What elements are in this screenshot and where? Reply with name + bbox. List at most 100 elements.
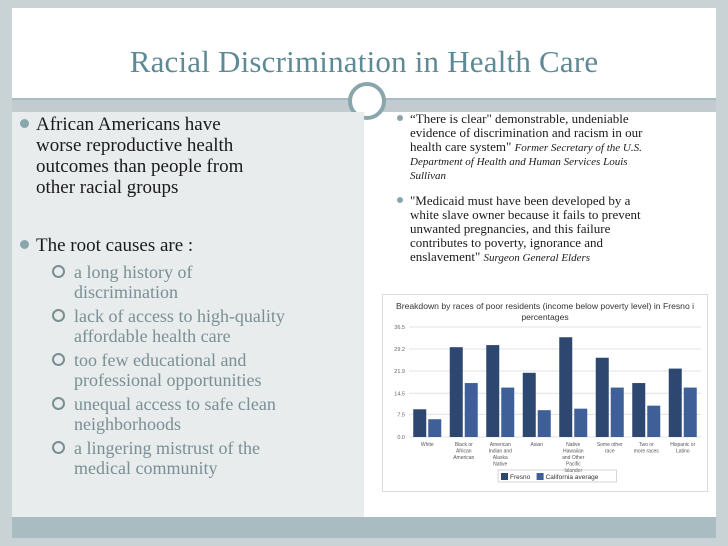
sub-item-line: medical community <box>74 458 218 478</box>
x-tick-label: race <box>605 449 615 455</box>
poverty-bar-chart: Breakdown by races of poor residents (in… <box>382 294 708 492</box>
bullet-dot-icon <box>397 197 403 203</box>
bar-california-average <box>683 387 697 437</box>
sub-item: unequal access to safe clean neighborhoo… <box>52 394 276 434</box>
bar-fresno <box>668 368 682 437</box>
legend-box <box>497 469 617 483</box>
x-tick-label: Some other <box>597 442 623 448</box>
x-tick-label: Latino <box>676 449 690 455</box>
x-tick-label: Native <box>566 442 580 448</box>
bar-california-average <box>501 387 515 437</box>
chart-title: Breakdown by races of poor residents (in… <box>396 301 694 311</box>
legend-swatch <box>536 473 544 480</box>
bar-fresno <box>559 337 573 437</box>
slide: Racial Discrimination in Health Care Afr… <box>12 8 716 538</box>
bar-california-average <box>537 410 551 437</box>
quote-line: white slave owner because it fails to pr… <box>410 207 641 222</box>
sub-item: lack of access to high-quality affordabl… <box>52 306 285 346</box>
ring-bullet-icon <box>52 353 65 366</box>
legend-label: Fresno <box>510 474 531 481</box>
x-tick-label: Indian and <box>489 449 513 455</box>
bullet-line: outcomes than people from <box>36 156 244 177</box>
sub-item: a lingering mistrust of the medical comm… <box>52 438 260 478</box>
bar-california-average <box>428 419 442 437</box>
sub-item-line: lack of access to high-quality <box>74 306 285 326</box>
quote-sullivan: “There is clear" demonstrable, undeniabl… <box>397 111 643 183</box>
quote-line: evidence of discrimination and racism in… <box>410 125 643 140</box>
bar-california-average <box>464 383 478 437</box>
chart-title: percentages <box>521 312 568 322</box>
sub-item-line: discrimination <box>74 282 178 302</box>
quote-text: enslavement" <box>410 249 481 264</box>
bullet-line: African Americans have <box>36 114 221 135</box>
bar-fresno <box>522 372 536 437</box>
x-tick-label: more races <box>634 449 660 455</box>
bar-fresno <box>632 383 646 437</box>
bullet-reproductive-health: African Americans have worse reproductiv… <box>20 114 244 198</box>
bar-fresno <box>595 357 609 437</box>
x-tick-label: Alaska <box>493 455 508 461</box>
x-tick-label: American <box>490 442 511 448</box>
y-tick-label: 14.5 <box>394 391 405 397</box>
x-tick-label: Hawaiian <box>563 449 584 455</box>
slide-title: Racial Discrimination in Health Care <box>129 44 599 79</box>
bullet-dot-icon <box>20 240 29 249</box>
sub-item-line: too few educational and <box>74 350 247 370</box>
quote-line: enslavement" Surgeon General Elders <box>410 250 641 265</box>
left-pane <box>12 112 364 517</box>
x-tick-label: Pacific <box>566 462 581 468</box>
x-tick-label: Islander <box>564 468 582 474</box>
quote-attribution: Former Secretary of the U.S. <box>514 142 642 154</box>
y-tick-label: 7.5 <box>397 412 405 418</box>
bullet-dot-icon <box>20 119 29 128</box>
chart-svg: Breakdown by races of poor residents (in… <box>394 301 701 483</box>
x-tick-label: Hispanic or <box>670 442 695 448</box>
bullet-line: The root causes are : <box>36 235 194 256</box>
legend-label: California average <box>546 474 599 481</box>
quote-line: contributes to poverty, ignorance and <box>410 235 604 250</box>
ring-bullet-icon <box>52 441 65 454</box>
ring-bullet-icon <box>52 265 65 278</box>
footer-band <box>12 517 716 538</box>
bar-fresno <box>413 409 427 437</box>
quote-attribution: Department of Health and Human Services … <box>410 156 628 168</box>
sub-item-line: unequal access to safe clean <box>74 394 276 414</box>
y-tick-label: 0.0 <box>397 435 405 441</box>
sub-item-line: neighborhoods <box>74 414 181 434</box>
sub-item-line: a lingering mistrust of the <box>74 438 260 458</box>
x-tick-label: Black or <box>455 442 473 448</box>
bar-california-average <box>574 408 588 437</box>
quote-text: health care system" <box>410 139 512 154</box>
bullet-root-causes: The root causes are : <box>20 235 194 256</box>
x-tick-label: African <box>456 449 472 455</box>
quote-line: unwanted pregnancies, and this failure <box>410 221 611 236</box>
quote-line: health care system" Former Secretary of … <box>410 140 642 155</box>
sub-item-line: a long history of <box>74 262 193 282</box>
quote-attribution: Surgeon General Elders <box>483 252 591 264</box>
sub-item-line: professional opportunities <box>74 370 262 390</box>
quote-line: “There is clear" demonstrable, undeniabl… <box>410 111 629 126</box>
y-tick-label: 29.2 <box>394 347 405 353</box>
x-tick-label: White <box>421 442 434 448</box>
x-tick-label: American <box>453 455 474 461</box>
sub-item: too few educational and professional opp… <box>52 350 262 390</box>
y-tick-label: 21.9 <box>394 369 405 375</box>
bullet-line: worse reproductive health <box>36 135 234 156</box>
bullet-dot-icon <box>397 115 403 121</box>
x-tick-label: Two or <box>639 442 654 448</box>
x-tick-label: and Other <box>562 455 585 461</box>
ring-bullet-icon <box>52 309 65 322</box>
sub-item-line: affordable health care <box>74 326 231 346</box>
y-tick-label: 36.5 <box>394 325 405 331</box>
bar-california-average <box>610 387 624 437</box>
bar-fresno <box>449 347 463 437</box>
bullet-line: other racial groups <box>36 177 179 198</box>
quote-attribution: Sullivan <box>410 170 447 182</box>
x-tick-label: Native <box>493 462 507 468</box>
legend-swatch <box>501 473 508 480</box>
bar-fresno <box>486 345 500 437</box>
quote-elders: "Medicaid must have been developed by a … <box>397 193 641 265</box>
bar-california-average <box>647 405 661 437</box>
quote-line: "Medicaid must have been developed by a <box>410 193 631 208</box>
sub-item: a long history of discrimination <box>52 262 193 302</box>
